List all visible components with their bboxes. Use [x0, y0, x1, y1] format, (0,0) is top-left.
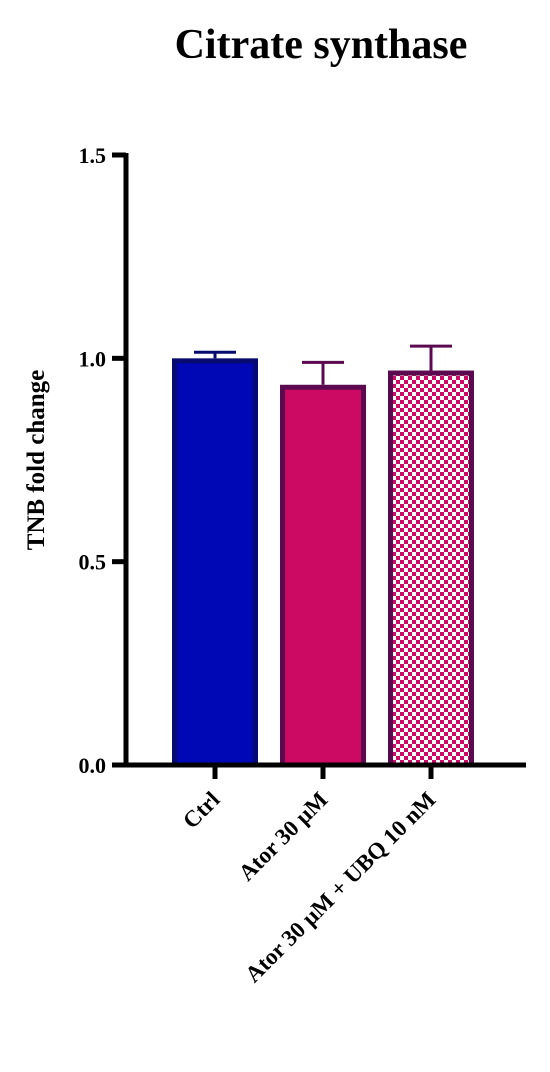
error-bars-layer — [194, 344, 452, 385]
y-axis-label: TNB fold change — [23, 370, 50, 551]
y-tick-label: 1.5 — [79, 143, 107, 168]
x-category-label: Ctrl — [178, 787, 225, 834]
y-ticks-layer: 0.0 0.5 1.0 1.5 — [79, 143, 126, 778]
bar-1 — [172, 358, 258, 768]
x-category-label: Ator 30 μM — [234, 787, 333, 886]
bars-layer — [172, 358, 474, 768]
bar-2 — [280, 384, 366, 768]
x-category-label: Ator 30 μM + UBQ 10 nM — [240, 787, 440, 987]
y-tick-label: 0.5 — [79, 550, 107, 575]
chart-title: Citrate synthase — [175, 22, 468, 68]
bar-3 — [388, 370, 474, 768]
y-tick-label: 1.0 — [79, 346, 107, 371]
y-tick-label: 0.0 — [79, 753, 107, 778]
